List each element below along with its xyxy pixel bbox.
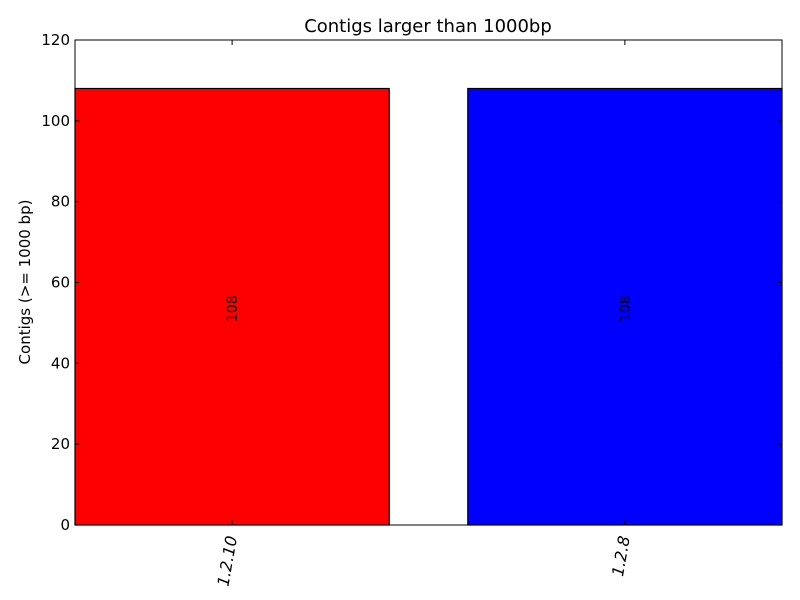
y-tick-label: 40 — [51, 354, 70, 372]
y-tick-label: 80 — [51, 193, 70, 211]
data-label-1.2.8: 108 — [618, 295, 634, 322]
y-tick-label: 20 — [51, 435, 70, 453]
y-tick-label: 0 — [60, 516, 70, 534]
y-axis-ticks: 0 20 40 60 80 100 120 — [41, 31, 782, 534]
chart-title: Contigs larger than 1000bp — [304, 16, 552, 37]
plot-frame — [74, 39, 783, 526]
data-label-1.2.10: 108 — [225, 295, 241, 322]
y-axis-label: Contigs (>= 1000 bp) — [16, 200, 34, 365]
y-tick-label: 100 — [41, 112, 70, 130]
y-tick-label: 60 — [51, 274, 70, 292]
y-tick-label: 120 — [41, 31, 70, 49]
bar-1.2.10 — [74, 87, 390, 526]
bars-layer — [74, 87, 783, 526]
bar-1.2.8 — [467, 87, 783, 526]
data-labels-layer: 108 108 — [225, 295, 634, 322]
